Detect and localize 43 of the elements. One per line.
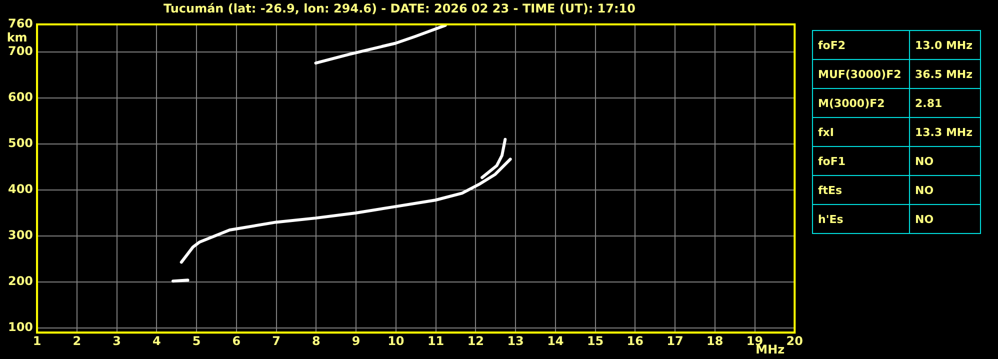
x-tick-label: 10 [388, 334, 404, 348]
x-tick-label: 5 [192, 334, 201, 348]
x-tick-label: 18 [706, 334, 724, 348]
x-tick-label: 9 [352, 334, 360, 348]
y-tick-label: 400 [8, 182, 34, 196]
text: foF1 [812, 146, 910, 176]
text: M(3000)F2 [812, 88, 910, 118]
x-tick-label: 8 [312, 334, 320, 348]
y-tick-label: 600 [8, 90, 34, 104]
text: 2.81 [910, 88, 980, 118]
y-tick-label: 300 [8, 228, 34, 242]
text: h'Es [812, 204, 910, 234]
x-tick-label: 1 [32, 334, 42, 348]
y-tick-label: 760 [8, 16, 34, 31]
x-tick-label: 11 [427, 334, 444, 348]
y-tick-label: 200 [8, 274, 34, 288]
x-tick-label: 17 [666, 334, 684, 348]
x-tick-label: 20 [786, 334, 803, 348]
chart-title: Tucumán (lat: -26.9, lon: 294.6) - DATE: 2026 02 23 - TIME (UT): 17:10 [164, 1, 636, 16]
x-tick-label: 3 [112, 334, 121, 348]
text: 13.0 MHz [910, 30, 980, 60]
x-tick-label: 2 [72, 334, 82, 348]
x-tick-label: 13 [507, 334, 524, 348]
text: foF2 [812, 30, 910, 60]
text: 13.3 MHz [910, 118, 980, 146]
text: NO [910, 176, 980, 204]
y-axis-title: km [6, 30, 28, 45]
text: NO [910, 204, 980, 234]
y-tick-label: 500 [8, 136, 34, 150]
text: MUF(3000)F2 [812, 60, 910, 88]
text: ftEs [812, 176, 910, 204]
text: 36.5 MHz [910, 60, 980, 88]
x-tick-label: 4 [152, 334, 161, 348]
text: NO [910, 146, 980, 176]
x-tick-label: 7 [272, 334, 280, 348]
y-tick-label: 100 [8, 320, 34, 334]
x-tick-label: 15 [586, 334, 604, 348]
text: fxI [812, 118, 910, 146]
x-tick-label: 14 [547, 334, 564, 348]
x-tick-label: 6 [232, 334, 241, 348]
x-tick-label: 16 [626, 334, 644, 348]
y-tick-label: 700 [8, 44, 34, 58]
x-tick-label: 12 [467, 334, 484, 348]
